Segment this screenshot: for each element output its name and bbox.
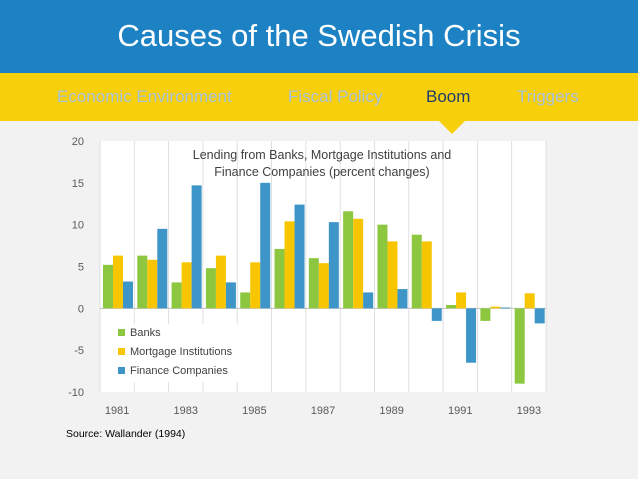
section-nav: Economic Environment Fiscal Policy Boom … xyxy=(0,73,638,121)
bar-banks xyxy=(137,255,148,309)
bar-mortgage-institutions xyxy=(215,255,226,309)
bar-mortgage-institutions xyxy=(353,218,364,309)
bar-finance-companies xyxy=(328,222,339,309)
bar-banks xyxy=(377,224,388,309)
bar-finance-companies xyxy=(397,289,408,309)
bar-banks xyxy=(411,234,422,309)
bar-banks xyxy=(240,292,251,309)
legend-label: Banks xyxy=(130,327,161,339)
chart-title-line: Lending from Banks, Mortgage Institution… xyxy=(193,148,452,162)
bar-mortgage-institutions xyxy=(181,262,192,309)
legend-swatch-finance-companies xyxy=(118,367,125,374)
legend-label: Mortgage Institutions xyxy=(130,346,233,358)
nav-item-triggers[interactable]: Triggers xyxy=(517,87,579,106)
x-tick-label: 1993 xyxy=(517,405,541,417)
bar-banks xyxy=(308,258,319,309)
bar-mortgage-institutions xyxy=(318,263,329,309)
legend-box xyxy=(110,324,258,382)
bar-finance-companies xyxy=(500,307,511,309)
active-section-pointer xyxy=(439,121,465,134)
nav-item-fiscal-policy[interactable]: Fiscal Policy xyxy=(288,87,383,106)
bar-finance-companies xyxy=(466,308,477,363)
bar-banks xyxy=(103,264,113,309)
bar-banks xyxy=(514,308,525,384)
bar-mortgage-institutions xyxy=(490,306,501,309)
x-tick-label: 1991 xyxy=(448,405,472,417)
legend-swatch-banks xyxy=(118,329,125,336)
source-note: Source: Wallander (1994) xyxy=(66,428,186,440)
bar-mortgage-institutions xyxy=(524,293,535,309)
y-tick-label: 0 xyxy=(78,303,84,315)
y-tick-label: 5 xyxy=(78,262,84,274)
bar-banks xyxy=(205,268,216,309)
x-tick-label: 1985 xyxy=(242,405,266,417)
bar-mortgage-institutions xyxy=(284,221,295,309)
bar-banks xyxy=(446,304,457,309)
bar-finance-companies xyxy=(363,292,374,309)
legend-label: Finance Companies xyxy=(130,365,228,377)
x-tick-label: 1983 xyxy=(174,405,198,417)
bar-banks xyxy=(343,211,354,309)
bar-finance-companies xyxy=(225,282,236,309)
y-tick-label: -5 xyxy=(74,345,84,357)
bar-finance-companies xyxy=(431,308,442,321)
bar-banks xyxy=(480,308,491,321)
legend-swatch-mortgage-institutions xyxy=(118,348,125,355)
bar-finance-companies xyxy=(123,281,133,309)
bar-banks xyxy=(274,248,285,309)
y-tick-label: 20 xyxy=(72,136,84,148)
bar-mortgage-institutions xyxy=(421,241,432,309)
bar-mortgage-institutions xyxy=(250,262,261,309)
bar-mortgage-institutions xyxy=(147,259,158,309)
y-tick-label: -10 xyxy=(68,387,84,399)
x-tick-label: 1981 xyxy=(105,405,129,417)
chart-title-line: Finance Companies (percent changes) xyxy=(214,165,429,179)
bar-finance-companies xyxy=(191,185,202,309)
bar-banks xyxy=(171,282,182,309)
y-tick-label: 15 xyxy=(72,178,84,190)
nav-item-economic-environment[interactable]: Economic Environment xyxy=(57,87,232,106)
x-tick-label: 1987 xyxy=(311,405,335,417)
nav-item-boom[interactable]: Boom xyxy=(426,87,471,106)
slide-title: Causes of the Swedish Crisis xyxy=(117,18,521,53)
bar-finance-companies xyxy=(157,228,168,309)
bar-mortgage-institutions xyxy=(113,255,123,309)
bar-mortgage-institutions xyxy=(456,292,467,309)
x-tick-label: 1989 xyxy=(379,405,403,417)
bar-finance-companies xyxy=(260,182,271,309)
title-bar: Causes of the Swedish Crisis xyxy=(0,0,638,73)
bar-finance-companies xyxy=(294,204,305,309)
bar-mortgage-institutions xyxy=(387,241,398,309)
y-tick-label: 10 xyxy=(72,220,84,232)
bar-finance-companies xyxy=(534,308,545,324)
